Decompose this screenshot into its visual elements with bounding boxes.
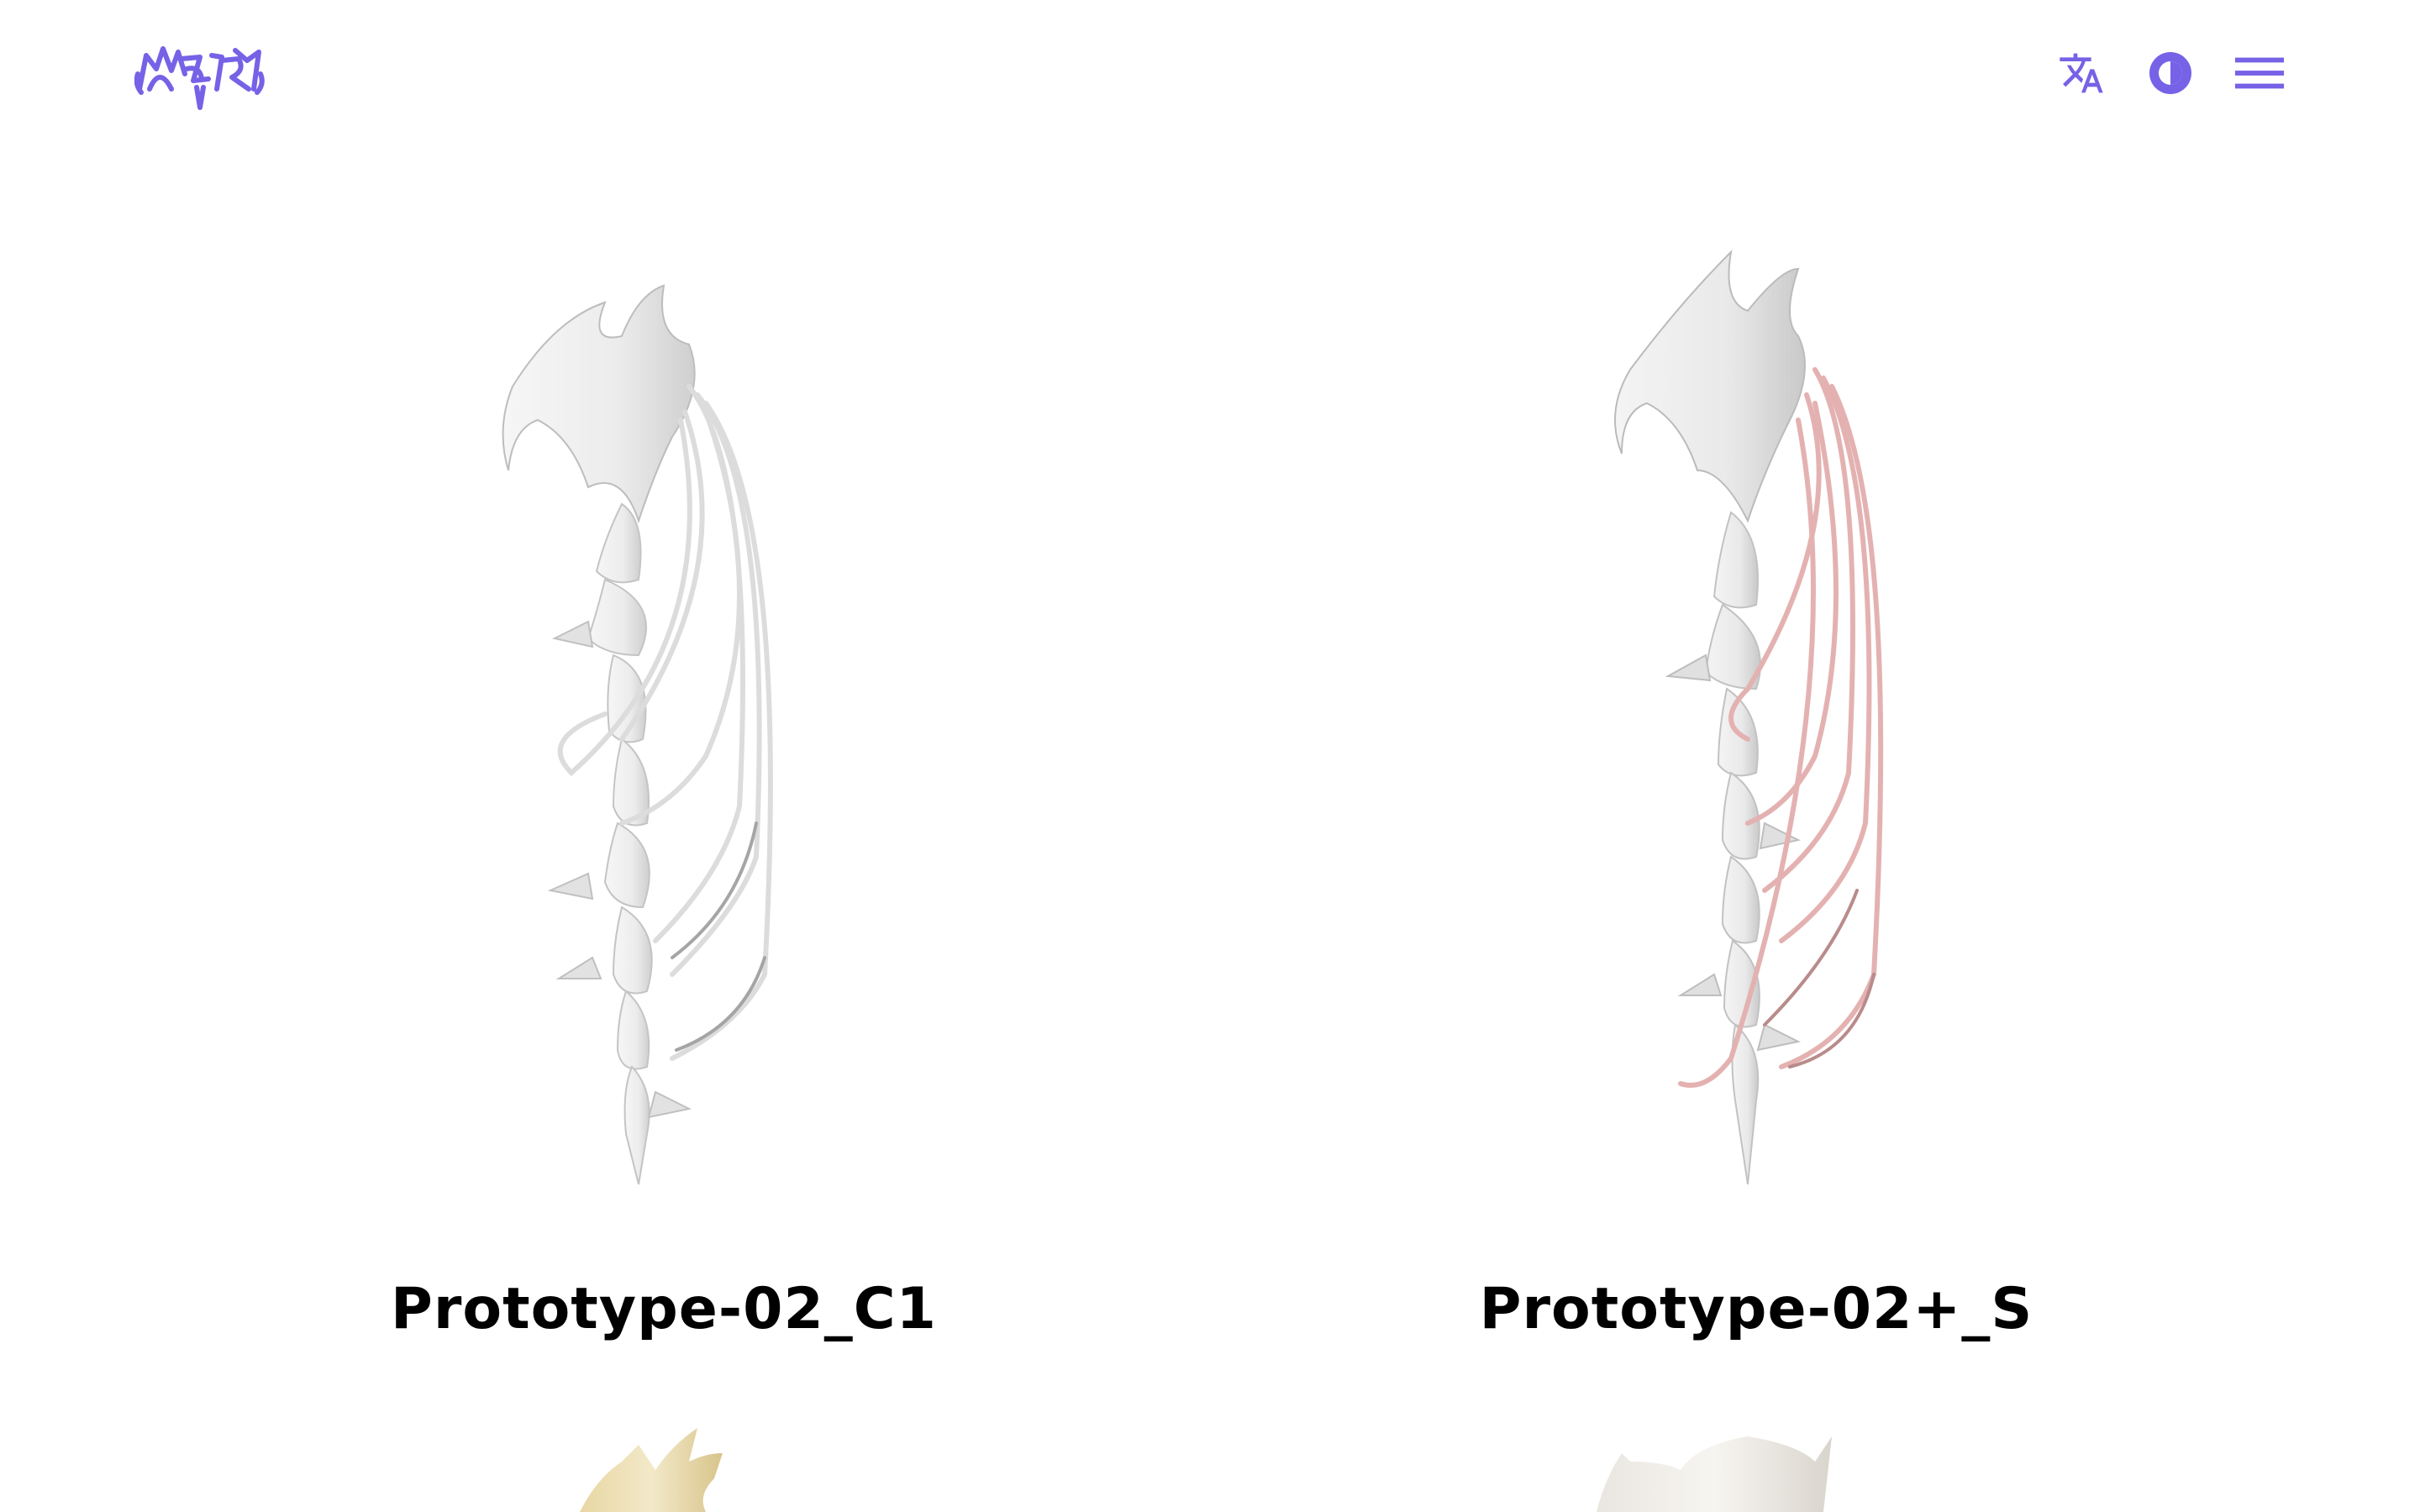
product-image [1597, 1436, 1832, 1512]
menu-button[interactable] [2233, 47, 2286, 99]
translate-icon [2060, 53, 2103, 93]
language-button[interactable] [2055, 47, 2107, 99]
product-card[interactable]: Prototype-02_C1 [118, 218, 1210, 1338]
product-image [580, 1428, 723, 1512]
product-card[interactable]: Prototype-02+_S [1210, 218, 2302, 1338]
menu-icon [2234, 57, 2285, 89]
site-header [0, 0, 2420, 151]
product-image [502, 284, 773, 1185]
glitch-logo-icon [134, 46, 265, 110]
product-title[interactable]: Prototype-02+_S [1479, 1276, 2033, 1342]
logo[interactable] [134, 40, 265, 111]
product-card[interactable] [1210, 1411, 2302, 1512]
product-grid: Prototype-02_C1 [0, 218, 2420, 1512]
header-actions [2055, 47, 2286, 99]
product-title[interactable]: Prototype-02_C1 [390, 1276, 937, 1342]
theme-toggle-button[interactable] [2144, 47, 2196, 99]
product-image [1614, 249, 1884, 1185]
contrast-icon [2149, 52, 2191, 94]
product-card[interactable] [118, 1411, 1210, 1512]
